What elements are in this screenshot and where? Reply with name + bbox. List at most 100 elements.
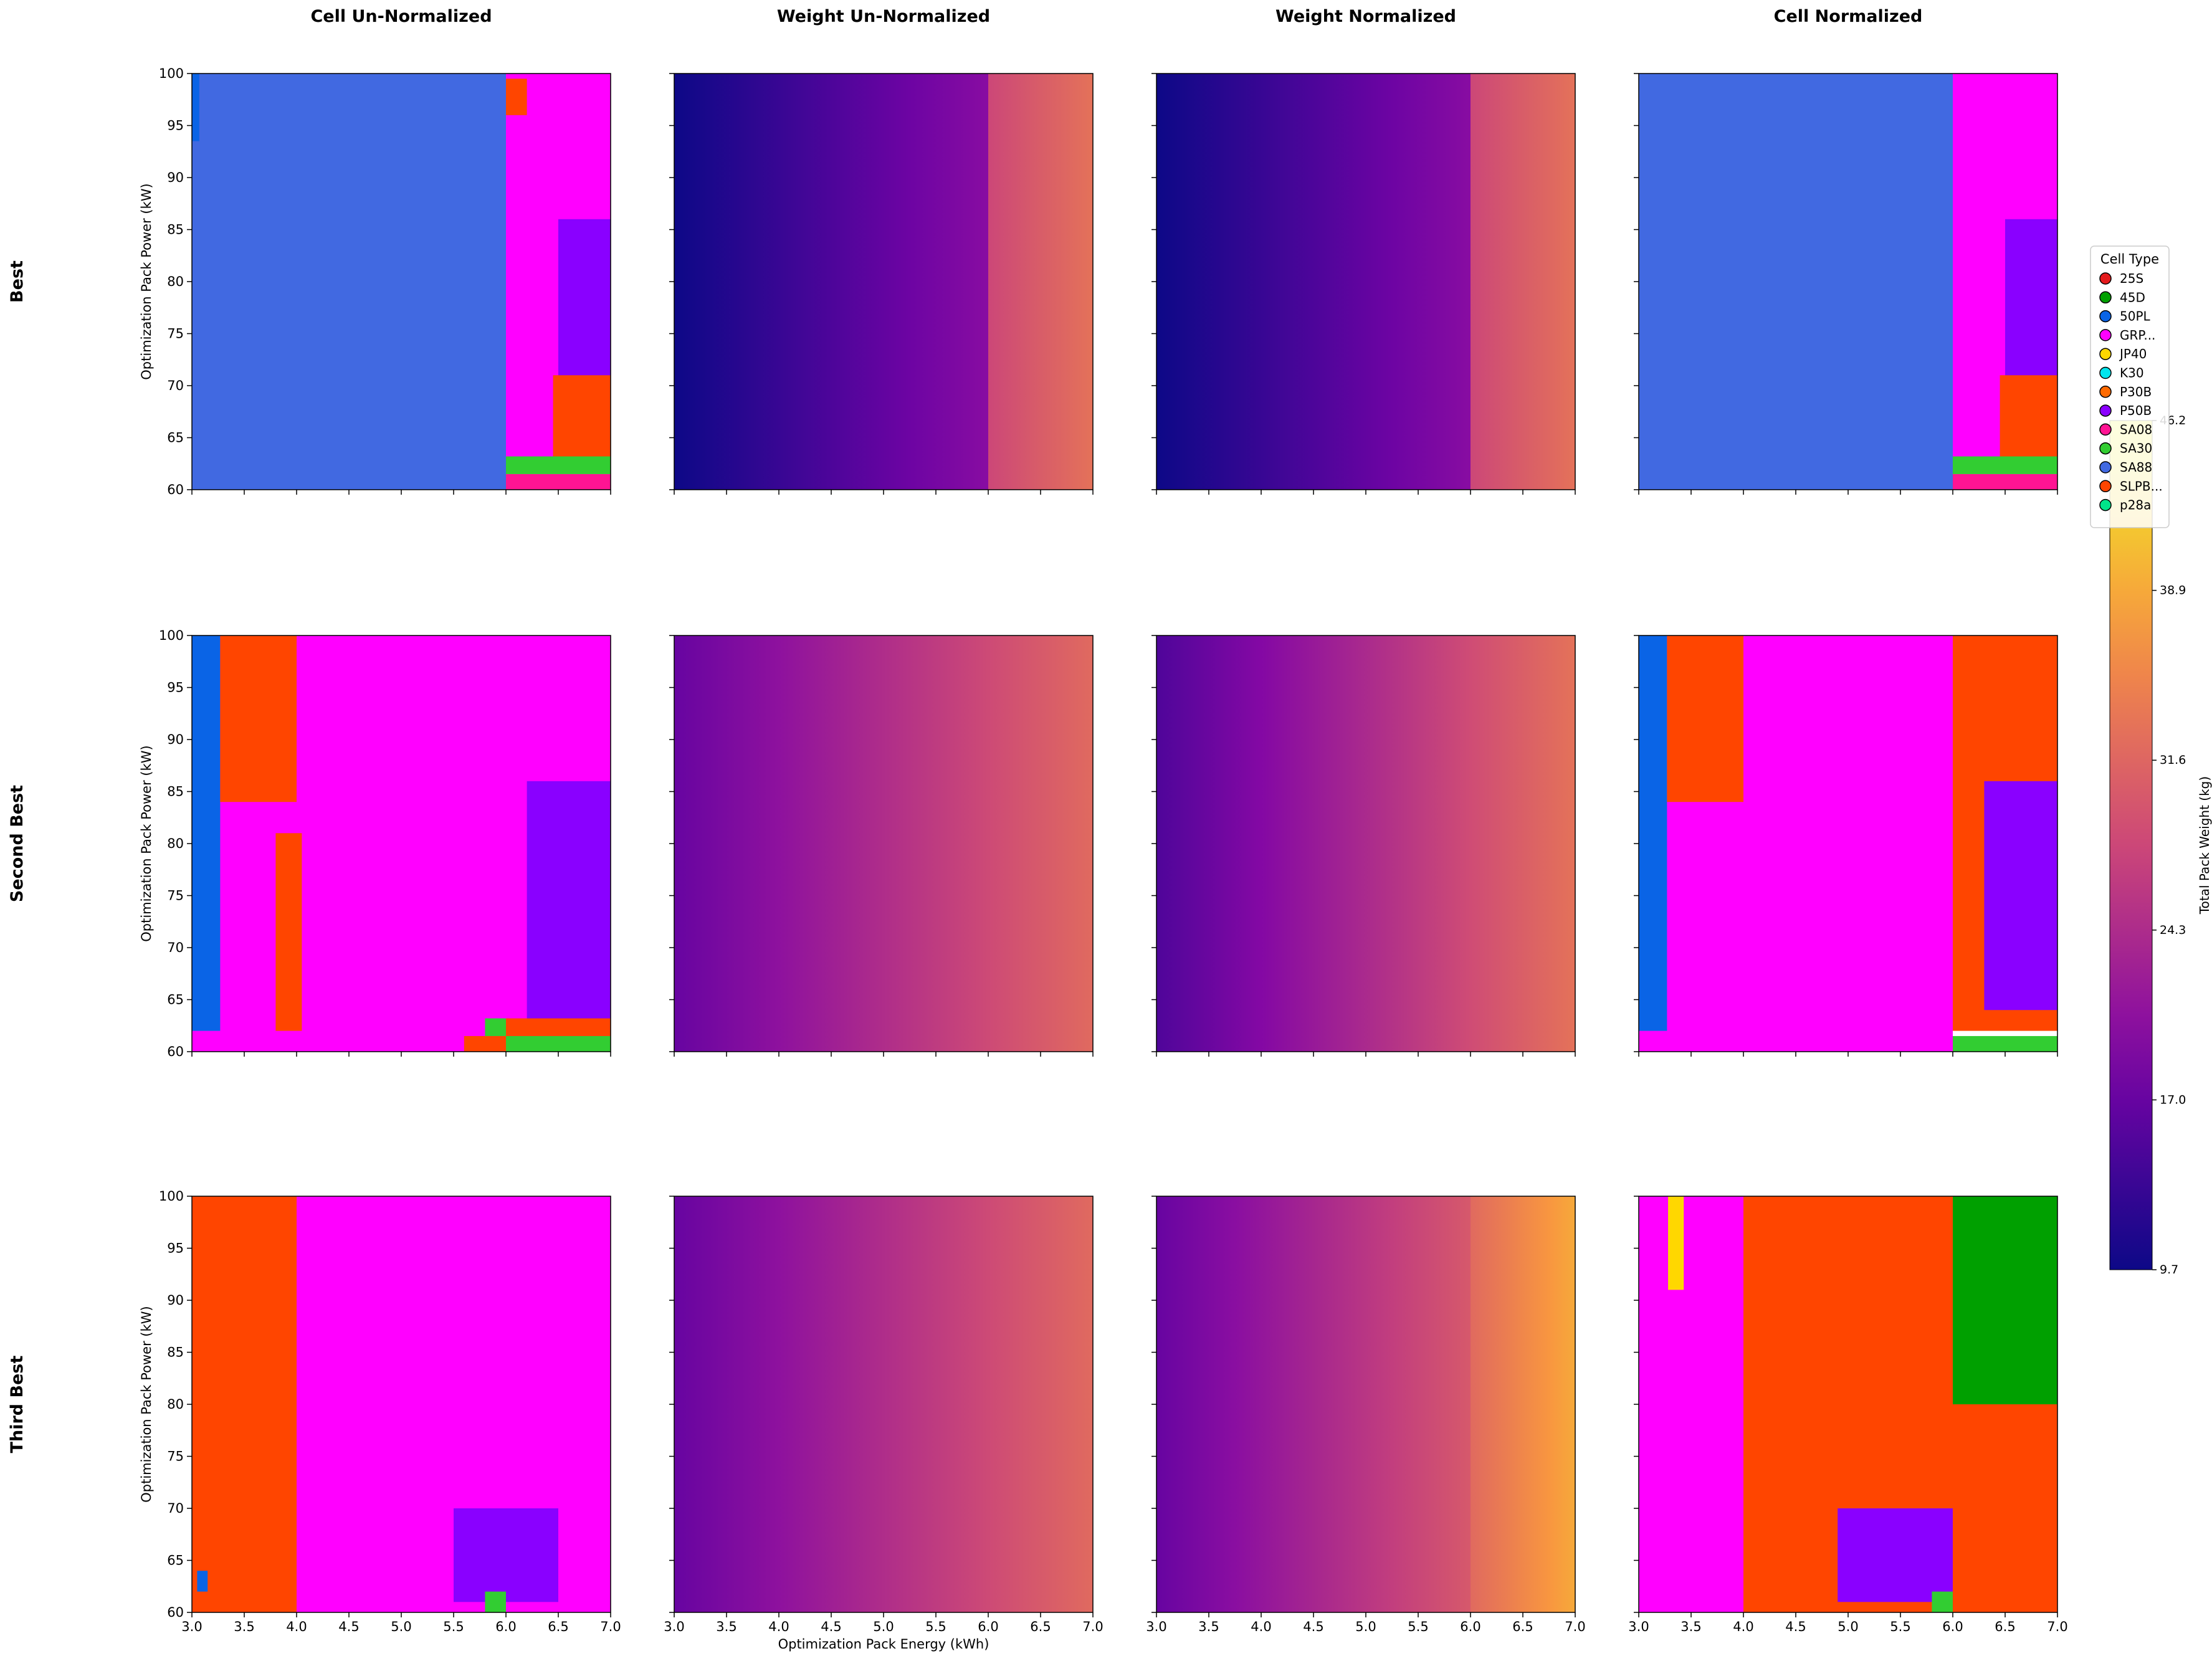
colorbar-tick-label: 24.3 — [2160, 923, 2186, 937]
legend-label: 45D — [2120, 290, 2145, 305]
legend: Cell Type 25S 45D 50PL GRP... JP40 K30 P30B P50B… — [2090, 245, 2170, 528]
x-tick-label: 6.0 — [1942, 1619, 1963, 1634]
x-tick-label: 3.5 — [1680, 1619, 1701, 1634]
x-tick-label: 5.5 — [443, 1619, 464, 1634]
y-tick-label: 70 — [167, 940, 184, 955]
cell-region-p50b — [1984, 781, 2057, 1011]
cell-region-sa30 — [485, 1591, 506, 1612]
cell-region-sa30 — [506, 456, 611, 474]
legend-marker-p28a — [2099, 498, 2112, 512]
column-title: Weight Un-Normalized — [777, 7, 990, 26]
x-tick-label: 3.0 — [664, 1619, 684, 1634]
x-tick-label: 4.5 — [821, 1619, 841, 1634]
cell-region-45d — [1953, 1196, 2057, 1404]
legend-label: P30B — [2120, 384, 2152, 399]
legend-marker-25s — [2099, 272, 2112, 285]
cell-region-sa88 — [192, 74, 506, 490]
cell-region-slpb — [506, 1018, 611, 1036]
cell-region-sa30 — [1932, 1591, 1953, 1612]
y-tick-label: 90 — [167, 1293, 184, 1308]
x-tick-label: 4.0 — [768, 1619, 789, 1634]
y-tick-label: 80 — [167, 274, 184, 289]
y-tick-label: 85 — [167, 222, 184, 237]
colorbar-gradient — [2109, 420, 2153, 1270]
cell-region-slpb — [220, 635, 297, 802]
x-tick-label: 6.0 — [978, 1619, 998, 1634]
y-tick-label: 85 — [167, 784, 184, 799]
x-tick-label: 7.0 — [600, 1619, 621, 1634]
y-tick-label: 95 — [167, 1241, 184, 1256]
cell-region-sa30 — [1953, 456, 2057, 474]
weight-region — [1156, 635, 1575, 1052]
y-tick-label: 80 — [167, 836, 184, 851]
cell-region-slpb — [553, 375, 611, 459]
y-tick-label: 85 — [167, 1345, 184, 1360]
cell-region-slpb — [2000, 375, 2057, 459]
x-tick-label: 4.0 — [286, 1619, 307, 1634]
panel-best-cell-normalized — [1634, 73, 2058, 495]
cell-region-p50b — [1838, 1508, 1953, 1602]
y-axis-label: Optimization Pack Power (kW) — [139, 183, 154, 379]
weight-region — [1156, 74, 1471, 490]
x-tick-label: 3.0 — [1628, 1619, 1649, 1634]
x-tick-label: 5.0 — [1838, 1619, 1858, 1634]
colorbar-tick-label: 17.0 — [2160, 1093, 2186, 1106]
cell-region-50pl — [192, 74, 199, 141]
weight-region — [1471, 1196, 1575, 1612]
column-title: Cell Normalized — [1774, 7, 1923, 26]
legend-label: SLPB... — [2120, 478, 2163, 493]
y-tick-label: 60 — [167, 482, 184, 497]
panel-grid: 60 65 70 75 80 85 90 95 100 Optimization Pack Pow… — [139, 66, 2068, 1652]
legend-label: SA30 — [2120, 441, 2152, 456]
row-title: Best — [7, 260, 27, 303]
colorbar-tick-label: 38.9 — [2160, 584, 2186, 597]
colorbar-label: Total Pack Weight (kg) — [2197, 776, 2212, 915]
row-title: Third Best — [7, 1356, 27, 1454]
x-tick-label: 3.5 — [1198, 1619, 1219, 1634]
y-tick-label: 75 — [167, 326, 184, 341]
legend-marker-sa30 — [2099, 442, 2112, 455]
y-tick-label: 95 — [167, 680, 184, 695]
y-tick-label: 95 — [167, 118, 184, 133]
x-tick-label: 6.5 — [1030, 1619, 1051, 1634]
y-tick-label: 90 — [167, 732, 184, 747]
panel-third-best-cell-normalized: 3.0 3.5 4.0 4.5 5.0 5.5 6.0 6.5 7.0 — [1628, 1196, 2068, 1634]
x-tick-label: 4.0 — [1733, 1619, 1753, 1634]
cell-region-p50b — [454, 1508, 558, 1602]
y-tick-label: 65 — [167, 992, 184, 1007]
legend-marker-50pl — [2099, 310, 2112, 323]
weight-region — [1156, 1196, 1471, 1612]
x-tick-label: 6.5 — [1512, 1619, 1533, 1634]
x-tick-label: 5.0 — [391, 1619, 411, 1634]
legend-marker-jp40 — [2099, 348, 2112, 360]
cell-region-jp40 — [1668, 1196, 1684, 1290]
panel-second-best-weight-un-normalized — [669, 635, 1094, 1057]
legend-label: JP40 — [2119, 346, 2147, 361]
y-tick-label: 75 — [167, 888, 184, 903]
column-title: Cell Un-Normalized — [310, 7, 492, 26]
x-tick-label: 5.5 — [1408, 1619, 1428, 1634]
legend-marker-sa88 — [2099, 461, 2112, 473]
legend-label: 50PL — [2120, 309, 2151, 324]
x-tick-label: 5.5 — [925, 1619, 946, 1634]
y-tick-label: 100 — [159, 1189, 184, 1204]
cell-region-50pl — [1639, 635, 1667, 1031]
y-tick-label: 70 — [167, 1501, 184, 1516]
legend-marker-p50b — [2099, 404, 2112, 417]
panel-best-weight-un-normalized — [669, 73, 1094, 495]
panel-second-best-cell-normalized — [1634, 635, 2058, 1057]
x-tick-label: 7.0 — [1082, 1619, 1103, 1634]
x-tick-label: 3.5 — [234, 1619, 254, 1634]
legend-label: GRP... — [2120, 328, 2155, 343]
y-tick-label: 65 — [167, 431, 184, 445]
legend-label: P50B — [2120, 403, 2152, 418]
cell-region-slpb — [464, 1035, 506, 1052]
y-tick-label: 80 — [167, 1397, 184, 1412]
legend-marker-sa08 — [2099, 423, 2112, 436]
cell-region-sa08 — [1953, 473, 2057, 490]
y-tick-label: 65 — [167, 1553, 184, 1568]
legend-label: K30 — [2120, 366, 2144, 381]
x-tick-label: 6.5 — [548, 1619, 568, 1634]
weight-region — [1471, 74, 1575, 490]
